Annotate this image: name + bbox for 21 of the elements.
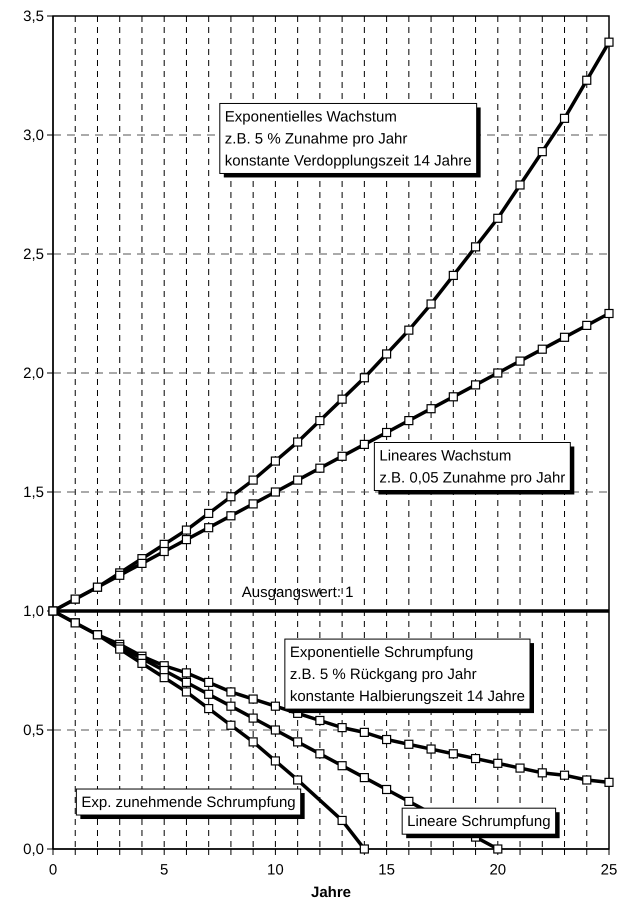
annotation: Lineare Schrumpfung <box>407 813 551 830</box>
y-tick-label: 0,0 <box>23 840 44 858</box>
y-tick-label: 3,0 <box>23 126 44 144</box>
annotation: Exp. zunehmende Schrumpfung <box>81 794 296 812</box>
y-tick-label: 2,0 <box>23 364 44 382</box>
annotation: Lineares Wachstum z.B. 0,05 Zunahme pro Jahr <box>379 447 566 486</box>
x-tick-label: 10 <box>267 862 284 878</box>
ref-line-label: Ausgangswert: 1 <box>242 584 354 601</box>
y-tick-label: 1,0 <box>23 602 44 620</box>
y-tick-label: 0,5 <box>23 722 44 739</box>
annotation: Exponentielles Wachstum z.B. 5 % Zunahme pro Jahr konstante Verdopplungszeit 14 Jahre <box>224 108 472 170</box>
x-tick-label: 25 <box>600 862 618 878</box>
x-tick-label: 15 <box>378 862 395 878</box>
y-tick-label: 3,5 <box>23 8 44 25</box>
x-tick-label: 20 <box>489 862 506 878</box>
y-tick-label: 1,5 <box>23 484 44 501</box>
x-tick-label: 5 <box>160 862 168 878</box>
annotation: Exponentielle Schrumpfung z.B. 5 % Rückgang pro Jahr konstante Halbierungszeit 14 Jahre <box>290 644 526 706</box>
y-tick-label: 2,5 <box>23 246 44 263</box>
x-axis-title: Jahre <box>310 884 352 901</box>
x-tick-label: 0 <box>48 862 58 878</box>
